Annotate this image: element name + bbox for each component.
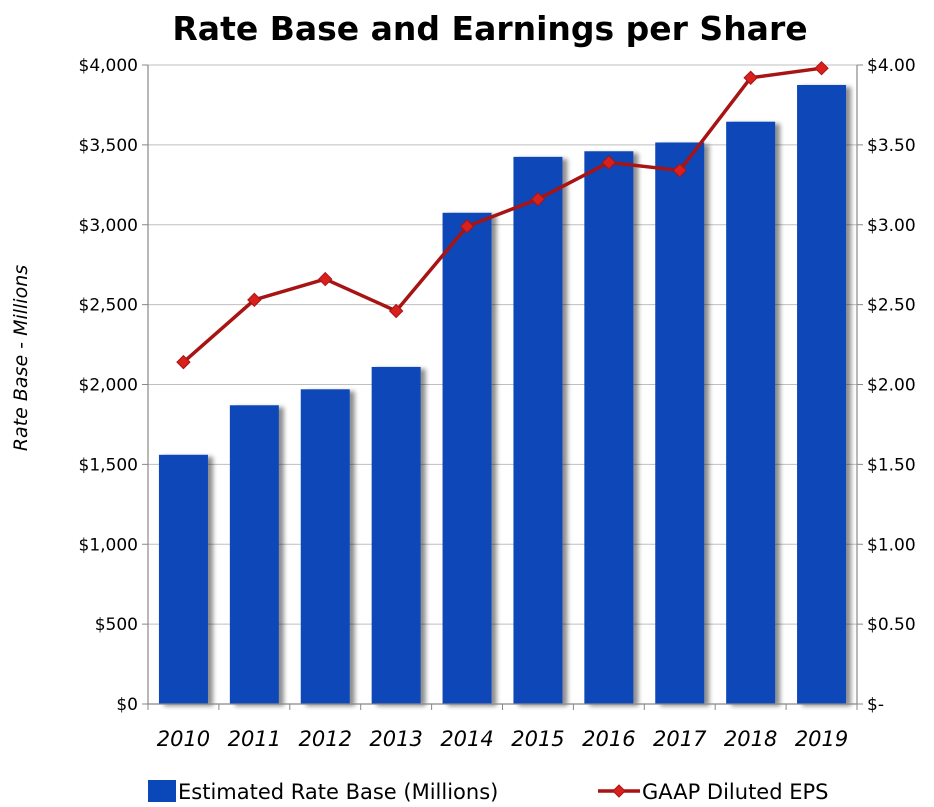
legend: Estimated Rate Base (Millions) GAAP Dilu… [148, 780, 829, 804]
bar-rate-base [158, 454, 208, 704]
eps-point [601, 155, 617, 170]
y-tick-label: $3,000 [79, 216, 138, 236]
y-tick-label: $0 [116, 695, 138, 715]
eps-point [388, 303, 404, 319]
y-tick-label: $1,000 [79, 535, 138, 555]
x-tick-label: 2016 [582, 727, 635, 751]
bar-rate-base [229, 405, 279, 704]
x-tick-label: 2018 [724, 727, 777, 751]
y-tick-label: $2,500 [79, 296, 138, 316]
bar-rate-base [442, 212, 492, 705]
y-tick-label: $2,000 [79, 376, 138, 396]
y2-tick-label: $2.50 [867, 296, 916, 316]
y2-tick-label: $2.00 [867, 376, 916, 396]
legend-label-rate-base: Estimated Rate Base (Millions) [178, 780, 498, 804]
x-tick-label: 2010 [157, 727, 210, 751]
bar-rate-base [797, 84, 847, 704]
legend-label-eps: GAAP Diluted EPS [642, 780, 829, 804]
legend-swatch-eps-marker [612, 784, 626, 798]
y-tick-label: $3,500 [79, 136, 138, 156]
axes [142, 64, 863, 710]
bar-rate-base [655, 142, 705, 704]
bar-rate-base [584, 151, 634, 704]
y2-tick-label: $- [867, 695, 884, 715]
y2-tick-label: $3.50 [867, 136, 916, 156]
y2-tick-label: $0.50 [867, 615, 916, 635]
eps-point [176, 354, 191, 370]
eps-point [814, 60, 829, 76]
x-tick-label: 2013 [369, 727, 422, 751]
y2-tick-label: $4.00 [867, 56, 916, 76]
bar-rate-base [300, 389, 350, 704]
eps-point [247, 292, 262, 308]
bar-series [158, 84, 847, 705]
bar-rate-base [726, 121, 776, 705]
y2-tick-label: $1.50 [867, 455, 916, 475]
eps-line [182, 66, 822, 364]
legend-swatch-rate-base [148, 780, 176, 802]
bar-rate-base [371, 366, 421, 704]
y-axis-label: Rate Base - Millions [10, 265, 32, 451]
eps-point [318, 271, 333, 287]
y-tick-label: $500 [95, 615, 138, 635]
x-tick-label: 2017 [653, 727, 707, 751]
eps-point [672, 163, 687, 178]
eps-point [459, 219, 475, 234]
y-tick-label: $4,000 [79, 56, 138, 76]
eps-point [743, 70, 758, 85]
chart-title: Rate Base and Earnings per Share [172, 9, 807, 48]
y2-tick-label: $3.00 [867, 216, 916, 236]
tick-labels: $0 $- $500 $0.50 $1,000 $1.00 $1,500 $1.50 $2,00… [79, 56, 916, 751]
x-tick-label: 2012 [299, 727, 352, 751]
x-tick-label: 2019 [795, 727, 848, 751]
x-tick-label: 2014 [440, 727, 493, 751]
y-tick-label: $1,500 [79, 455, 138, 475]
bar-rate-base [513, 156, 563, 704]
y2-tick-label: $1.00 [867, 535, 916, 555]
eps-point [530, 191, 546, 207]
eps-line-series [176, 60, 829, 370]
x-tick-label: 2011 [228, 727, 281, 751]
x-tick-label: 2015 [511, 727, 564, 751]
